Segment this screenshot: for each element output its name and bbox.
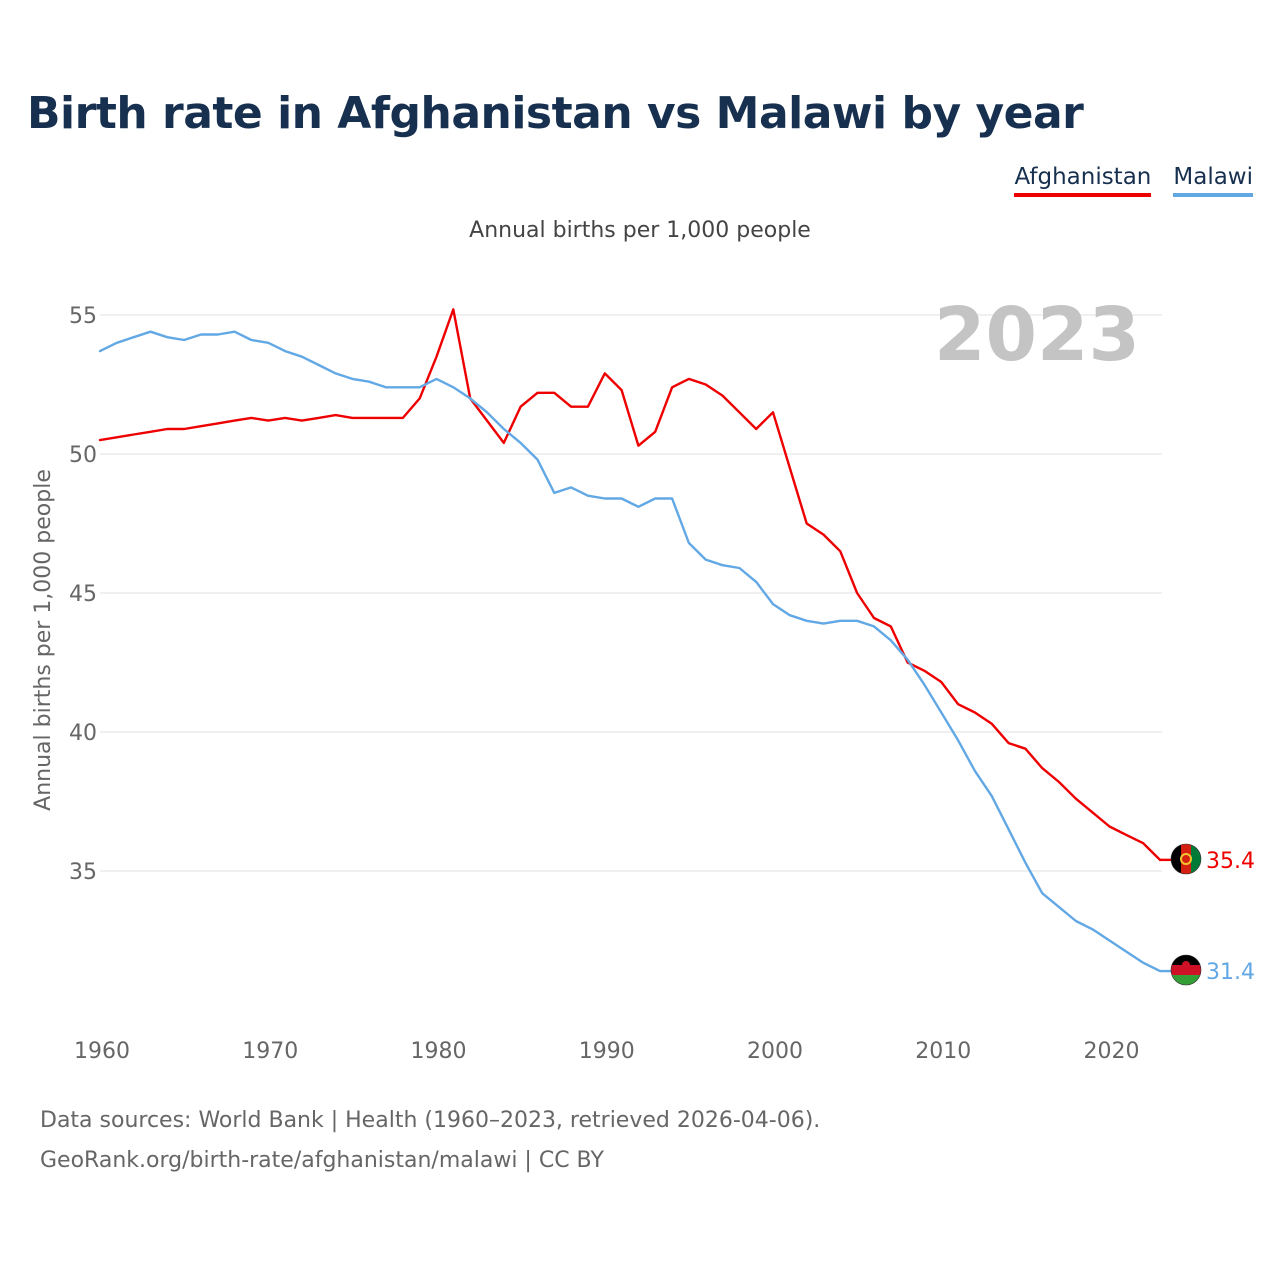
end-label-malawi: 31.4 [1206,960,1255,985]
chart-subtitle: Annual births per 1,000 people [469,218,811,243]
y-tick-label: 55 [69,304,97,329]
source-line-2: GeoRank.org/birth-rate/afghanistan/malaw… [40,1148,604,1173]
y-tick-label: 45 [69,582,97,607]
x-tick-label: 1990 [579,1039,635,1064]
legend-item-afghanistan[interactable]: Afghanistan [1014,164,1152,197]
series-line-malawi [98,330,1162,973]
x-tick-label: 2010 [915,1039,971,1064]
y-axis-label: Annual births per 1,000 people [31,469,56,811]
y-tick-label: 50 [69,443,97,468]
x-tick-label: 1980 [411,1039,467,1064]
x-tick-label: 1970 [242,1039,298,1064]
legend: Afghanistan Malawi [1014,164,1253,197]
x-tick-label: 2000 [747,1039,803,1064]
afghanistan-flag-border [1170,843,1202,875]
y-tick-label: 40 [69,721,97,746]
legend-item-malawi[interactable]: Malawi [1173,164,1253,197]
y-tick-label: 35 [69,860,97,885]
x-axis-ticks: 1960 1970 1980 1990 2000 2010 2020 [74,1039,1140,1064]
end-value-labels: 35.4 31.4 [1206,849,1255,985]
source-line-1: Data sources: World Bank | Health (1960–… [40,1108,821,1133]
year-badge: 2023 [934,292,1140,378]
chart-title: Birth rate in Afghanistan vs Malawi by y… [27,88,1084,139]
y-axis-ticks: 35 40 45 50 55 [69,304,97,885]
gridlines [100,314,1162,872]
x-tick-label: 2020 [1084,1039,1140,1064]
series-line-afghanistan [98,308,1162,862]
x-tick-label: 1960 [74,1039,130,1064]
series-lines [98,308,1172,973]
malawi-flag-icon [1171,955,1201,985]
end-label-afghanistan: 35.4 [1206,849,1255,874]
malawi-flag-border [1170,954,1202,986]
afghanistan-flag-icon [1171,844,1201,874]
